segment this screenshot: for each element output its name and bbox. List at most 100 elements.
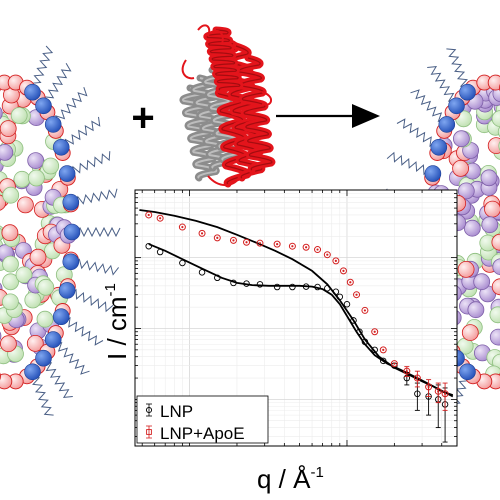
peg-chain: [66, 151, 111, 177]
lipid: [42, 157, 60, 175]
data-point: [229, 236, 237, 244]
peg-lipid-head: [448, 97, 465, 115]
data-point: [213, 234, 221, 242]
data-point: [361, 338, 369, 346]
lipid: [461, 324, 479, 342]
legend-box: [136, 395, 269, 444]
peg-chain: [52, 339, 90, 375]
data-point: [314, 283, 321, 291]
data-point: [350, 317, 357, 324]
peg-chain: [71, 226, 121, 238]
data-point: [256, 281, 264, 288]
right-arrow: [276, 104, 380, 128]
lipid: [492, 258, 500, 276]
peg-lipid-head: [24, 83, 41, 101]
lipid: [0, 144, 14, 161]
data-point: [288, 242, 296, 250]
peg-lipid-head: [24, 363, 41, 381]
apoe-protein-ribbon: [179, 24, 276, 188]
lipid: [13, 170, 31, 188]
lipid-head: [0, 372, 1, 381]
x-axis-label-sup: -1: [310, 464, 323, 481]
peg-lipid-head: [44, 331, 62, 348]
peg-lipid-head: [424, 165, 442, 182]
lipid: [484, 200, 500, 218]
lipid: [467, 301, 485, 319]
peg-chain: [410, 89, 448, 125]
data-point: [243, 280, 250, 287]
peg-lipid-head: [62, 253, 80, 271]
data-point: [178, 223, 186, 231]
scattering-chart: LNP LNP+ApoE q / Å-1 I / cm-1: [102, 189, 458, 494]
data-point: [198, 269, 206, 276]
lipid: [463, 219, 481, 237]
lipid: [26, 334, 44, 352]
data-series: [145, 211, 449, 443]
lipid: [480, 169, 498, 187]
peg-chain: [396, 118, 440, 148]
plus-symbol: +: [131, 96, 154, 140]
data-point: [434, 387, 442, 395]
lipid: [473, 273, 491, 291]
lipid: [2, 273, 20, 291]
lipid: [452, 130, 470, 148]
data-point: [414, 390, 421, 398]
data-point: [379, 346, 387, 354]
loop: [261, 91, 272, 106]
lipid: [489, 328, 500, 346]
data-point: [324, 284, 331, 292]
legend-marker-lnp: [145, 403, 153, 417]
peg-lipid-head: [459, 363, 476, 381]
lipid: [28, 169, 45, 187]
loop: [197, 24, 211, 37]
lipid: [0, 107, 3, 120]
data-point: [343, 300, 351, 308]
data-point: [403, 367, 411, 375]
peg-chain: [70, 258, 119, 276]
lipid: [452, 159, 470, 177]
lipid: [24, 291, 42, 309]
peg-lipid-head: [52, 308, 70, 326]
legend-marker-lnp-apoe: [146, 425, 152, 439]
y-axis-label: I / cm-1: [102, 283, 132, 360]
data-point: [230, 279, 237, 287]
data-point: [156, 214, 164, 222]
data-point: [371, 328, 379, 336]
data-point: [198, 229, 206, 237]
series-1: [145, 211, 449, 411]
error-bar: [426, 379, 432, 397]
lipid: [457, 182, 475, 200]
data-point: [273, 240, 281, 248]
y-axis-label-sup: -1: [102, 283, 119, 296]
lipid: [10, 107, 28, 124]
data-point: [353, 291, 361, 299]
data-point: [145, 242, 152, 250]
loop: [203, 29, 224, 45]
data-point: [425, 383, 433, 391]
data-point: [214, 274, 221, 282]
data-point: [371, 346, 378, 354]
peg-lipid-head: [44, 116, 62, 133]
data-point: [332, 257, 340, 265]
peg-lipid-head: [62, 193, 80, 211]
peg-chain: [61, 116, 101, 149]
lipid: [2, 255, 19, 273]
peg-lipid-head: [58, 282, 76, 299]
peg-lipid-head: [52, 139, 70, 156]
peg-chain: [66, 288, 114, 313]
data-point: [380, 357, 387, 365]
data-point: [302, 283, 310, 290]
lipid-head: [487, 74, 500, 91]
loop: [207, 175, 241, 186]
peg-chain: [386, 151, 434, 176]
lipid: [1, 224, 19, 242]
lipid: [15, 266, 33, 284]
y-axis-label-text: I / cm: [102, 296, 132, 360]
lipid: [457, 260, 475, 278]
data-point: [314, 246, 322, 254]
data-point: [339, 267, 347, 275]
lipid: [27, 152, 45, 170]
peg-chain: [446, 48, 471, 93]
data-point: [336, 293, 344, 301]
